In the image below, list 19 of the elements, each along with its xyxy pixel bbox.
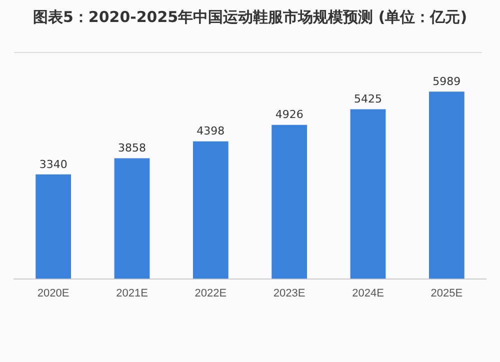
data-label: 4398 [196, 124, 225, 138]
bar [428, 92, 464, 279]
x-tick-label: 2020E [37, 287, 70, 300]
data-label: 4926 [275, 108, 304, 122]
x-tick-label: 2023E [273, 287, 306, 300]
bar [36, 174, 72, 279]
x-tick-label: 2024E [352, 287, 384, 300]
data-label: 3340 [39, 158, 68, 171]
x-tick-label: 2021E [116, 287, 148, 300]
x-tick-label: 2022E [194, 287, 227, 300]
bar [192, 141, 228, 279]
data-label: 5425 [354, 92, 382, 106]
bar [272, 124, 308, 279]
chart-title: 图表5：2020-2025年中国运动鞋服市场规模预测 (单位：亿元) [32, 8, 468, 27]
bar [114, 158, 150, 279]
x-tick-label: 2025E [430, 287, 463, 300]
data-label: 3858 [118, 142, 146, 155]
bar [350, 109, 386, 279]
data-label: 5989 [432, 74, 461, 88]
